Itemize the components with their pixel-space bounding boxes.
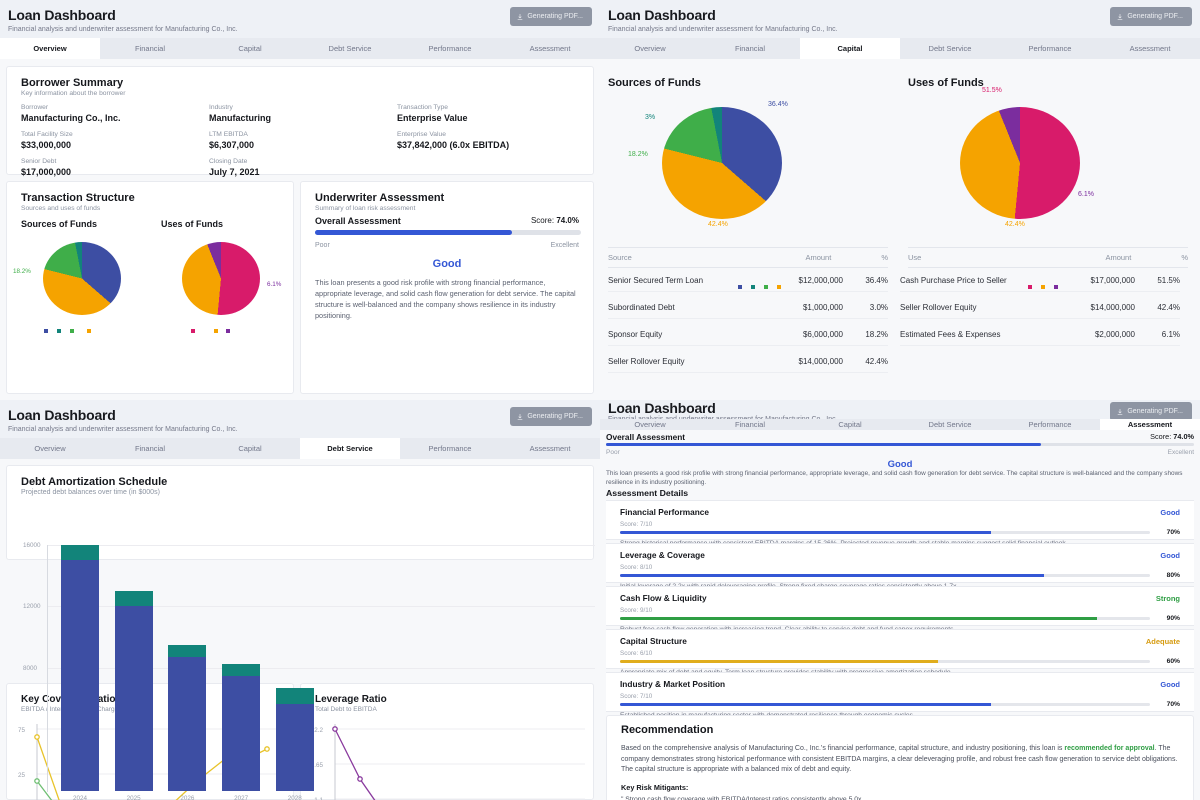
svg-text:75: 75 [18, 727, 26, 734]
svg-text:25: 25 [18, 772, 26, 779]
svg-text:2.2: 2.2 [314, 727, 323, 734]
